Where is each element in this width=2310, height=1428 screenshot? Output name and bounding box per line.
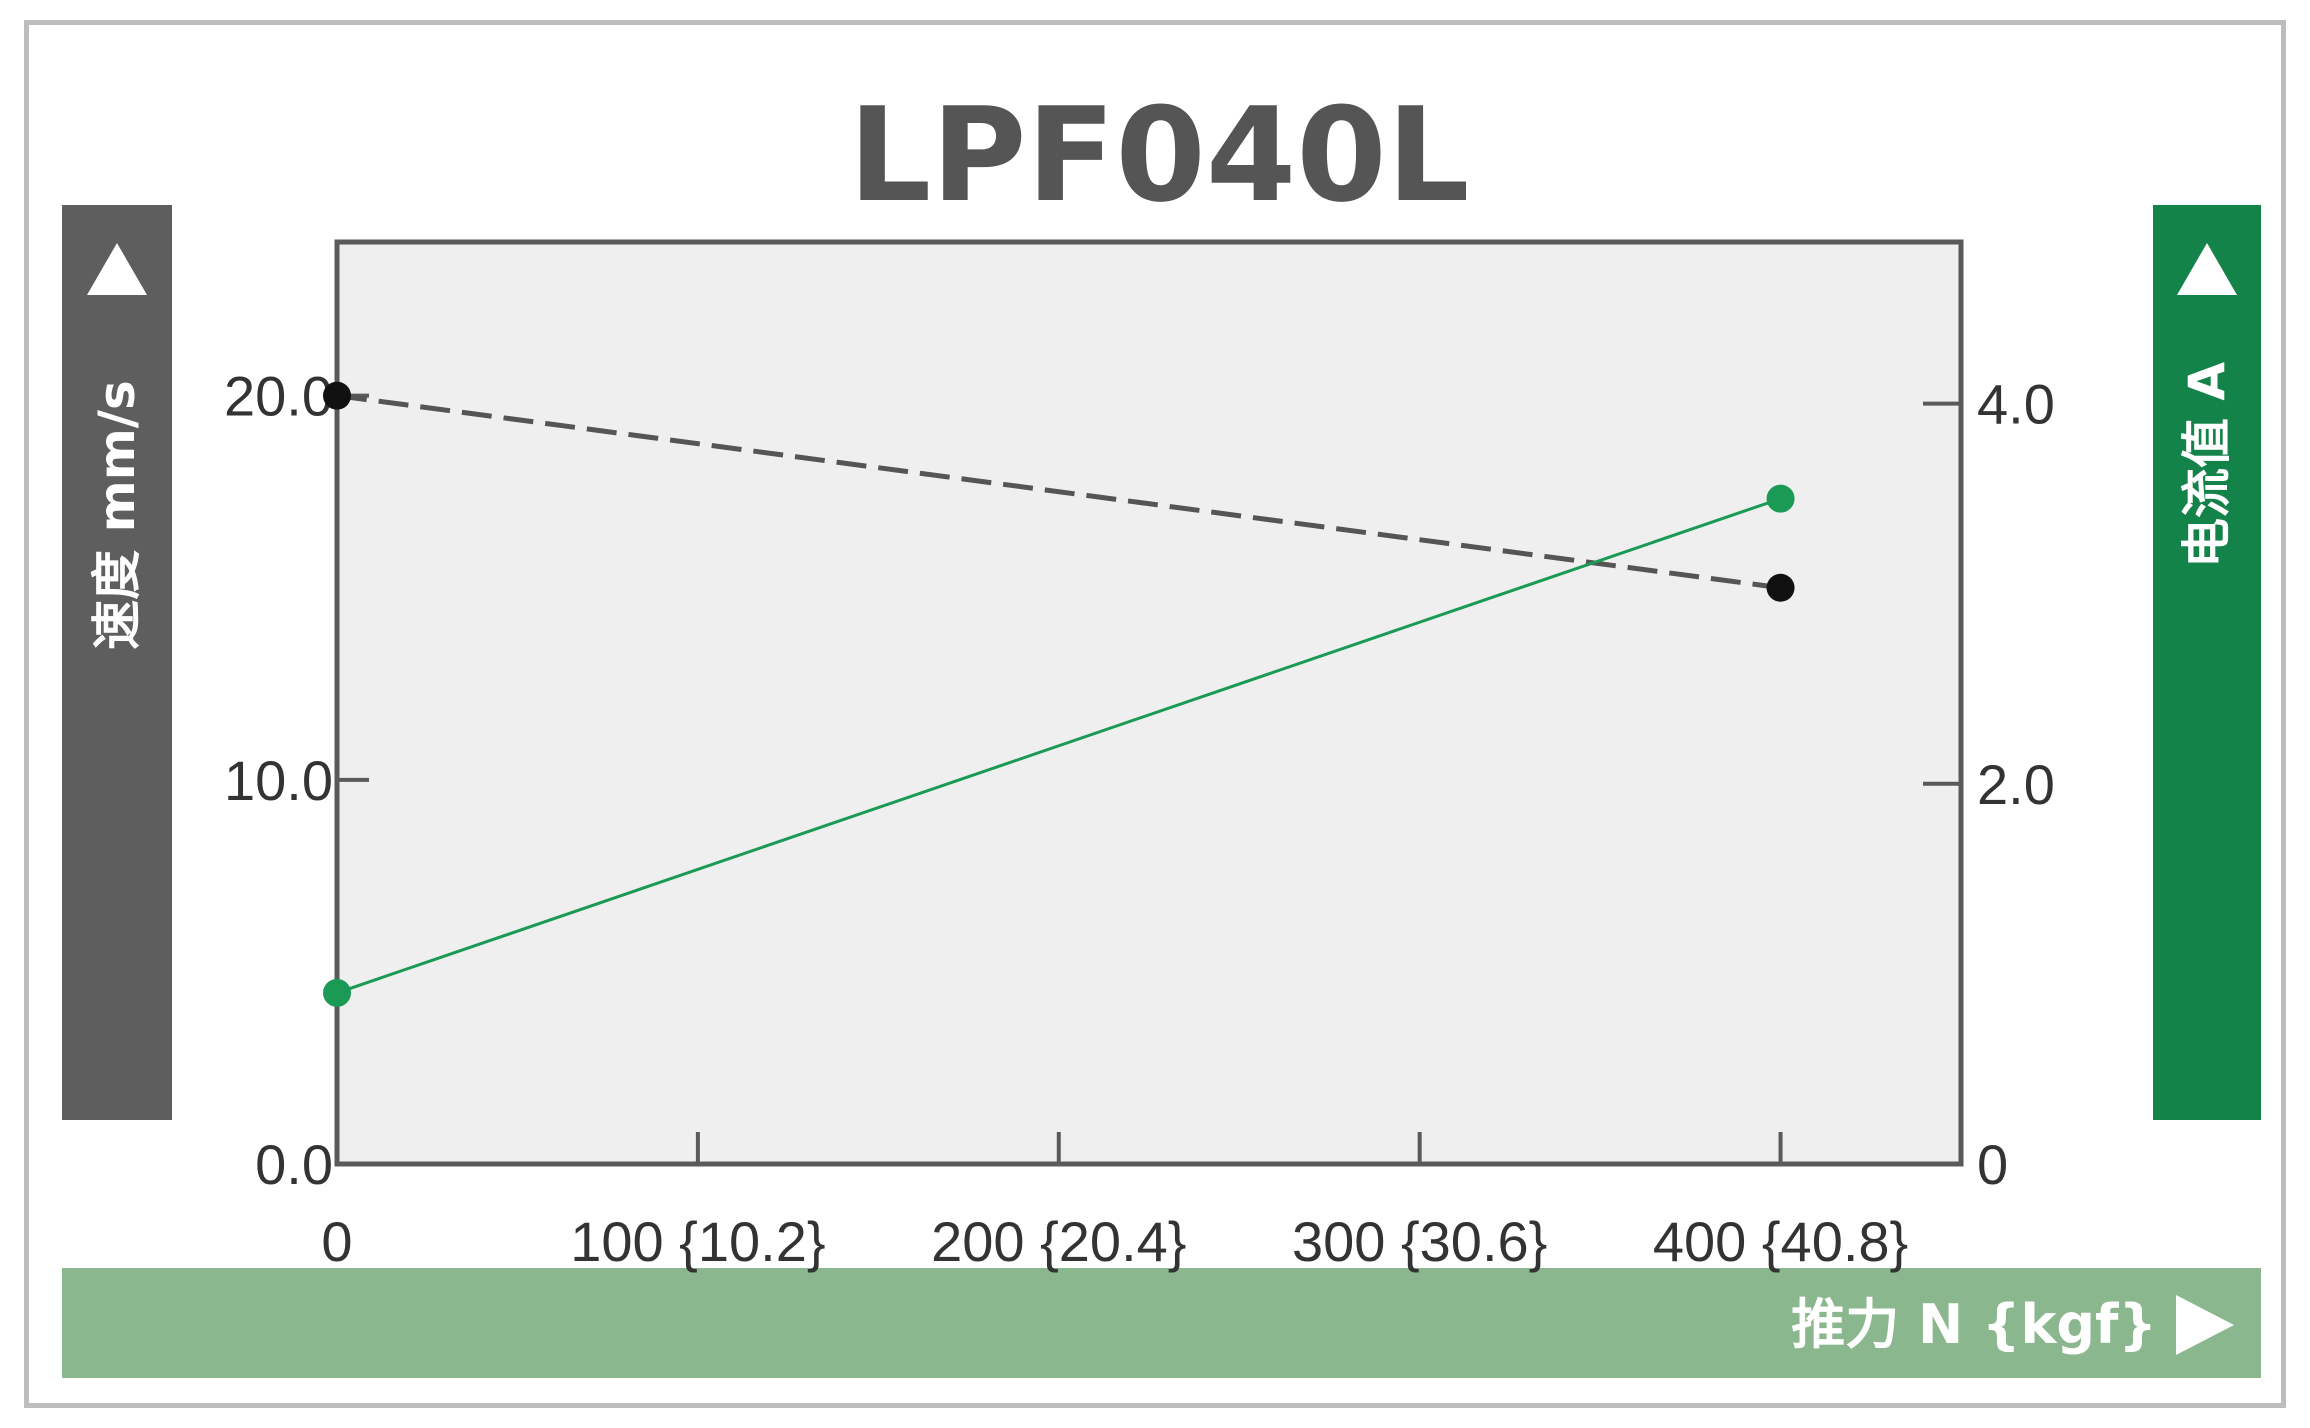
x-tick-label: 200 {20.4} bbox=[931, 1210, 1186, 1273]
x-axis-arrow-icon bbox=[2176, 1295, 2234, 1355]
series-point-1 bbox=[1766, 484, 1795, 513]
x-axis-label: 推力 N {kgf} bbox=[1791, 1293, 2157, 1356]
ticks-layer: 0 100 {10.2} 200 {20.4} 300 {30.6} 400 {40.8… bbox=[224, 365, 2055, 1273]
chart-title: LPF040L bbox=[848, 79, 1469, 231]
left-axis-label: 速度 mm/s bbox=[88, 380, 146, 650]
x-tick-label: 0 bbox=[321, 1210, 352, 1273]
right-axis-label: 电流值 A bbox=[2178, 362, 2236, 568]
chart-svg: LPF040L 速度 mm/s 电流值 A 推力 N {kgf} 0 100 {1… bbox=[62, 79, 2261, 1378]
x-tick-label: 300 {30.6} bbox=[1292, 1210, 1547, 1273]
right-axis-arrow-icon bbox=[2177, 243, 2237, 295]
left-axis-band bbox=[62, 205, 172, 1120]
right-axis-band bbox=[2153, 205, 2261, 1120]
series-point-0 bbox=[1766, 573, 1795, 602]
series-point-0 bbox=[323, 381, 351, 410]
y-left-tick-label: 0.0 bbox=[255, 1133, 333, 1196]
y-left-tick-label: 10.0 bbox=[224, 749, 333, 812]
series-line-0 bbox=[336, 393, 1781, 591]
y-right-tick-label: 2.0 bbox=[1977, 753, 2055, 816]
y-left-tick-label: 20.0 bbox=[224, 365, 333, 428]
plot-area bbox=[334, 239, 1964, 1167]
series-point-1 bbox=[323, 978, 351, 1007]
x-tick-label: 400 {40.8} bbox=[1653, 1210, 1908, 1273]
y-right-tick-label: 4.0 bbox=[1977, 373, 2055, 436]
x-tick-label: 100 {10.2} bbox=[570, 1210, 825, 1273]
y-right-tick-label: 0 bbox=[1977, 1133, 2008, 1196]
left-axis-arrow-icon bbox=[87, 243, 147, 295]
chart-frame: LPF040L 速度 mm/s 电流值 A 推力 N {kgf} 0 100 {1… bbox=[24, 20, 2286, 1408]
series-layer bbox=[323, 381, 1795, 1007]
series-line-1 bbox=[336, 497, 1782, 995]
bottom-axis-band bbox=[62, 1268, 2261, 1378]
